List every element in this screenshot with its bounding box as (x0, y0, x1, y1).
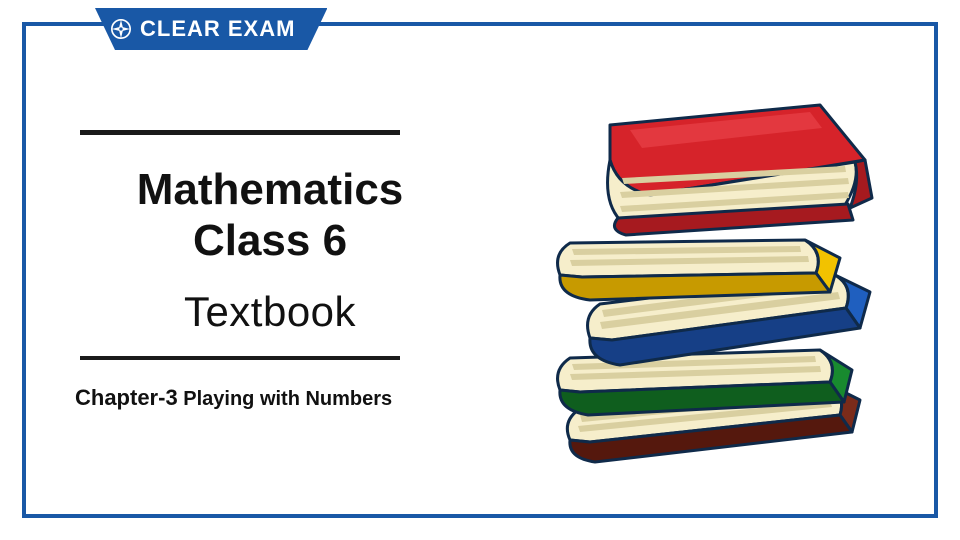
books-illustration: .ol { stroke:#0f2a4a; stroke-width:3; st… (500, 70, 900, 490)
divider-bottom (80, 356, 400, 360)
subtitle: Textbook (70, 288, 470, 336)
brand-text: CLEAR EXAM (140, 16, 295, 42)
divider-top (80, 130, 400, 135)
compass-icon (110, 18, 132, 40)
chapter-line: Chapter-3 Playing with Numbers (75, 385, 470, 411)
title-line-2: Class 6 (193, 216, 347, 265)
brand-badge: CLEAR EXAM (95, 8, 327, 50)
title-line-1: Mathematics (137, 165, 404, 214)
chapter-number: Chapter-3 (75, 385, 178, 410)
text-block: Mathematics Class 6 Textbook Chapter-3 P… (70, 130, 470, 411)
chapter-name: Playing with Numbers (183, 388, 392, 410)
main-title: Mathematics Class 6 (70, 165, 470, 266)
